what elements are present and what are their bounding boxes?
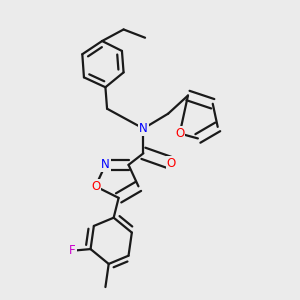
Text: N: N	[139, 122, 148, 135]
Text: O: O	[91, 180, 100, 193]
Text: O: O	[167, 157, 176, 170]
Text: N: N	[101, 158, 110, 171]
Text: F: F	[69, 244, 76, 257]
Text: O: O	[175, 127, 184, 140]
